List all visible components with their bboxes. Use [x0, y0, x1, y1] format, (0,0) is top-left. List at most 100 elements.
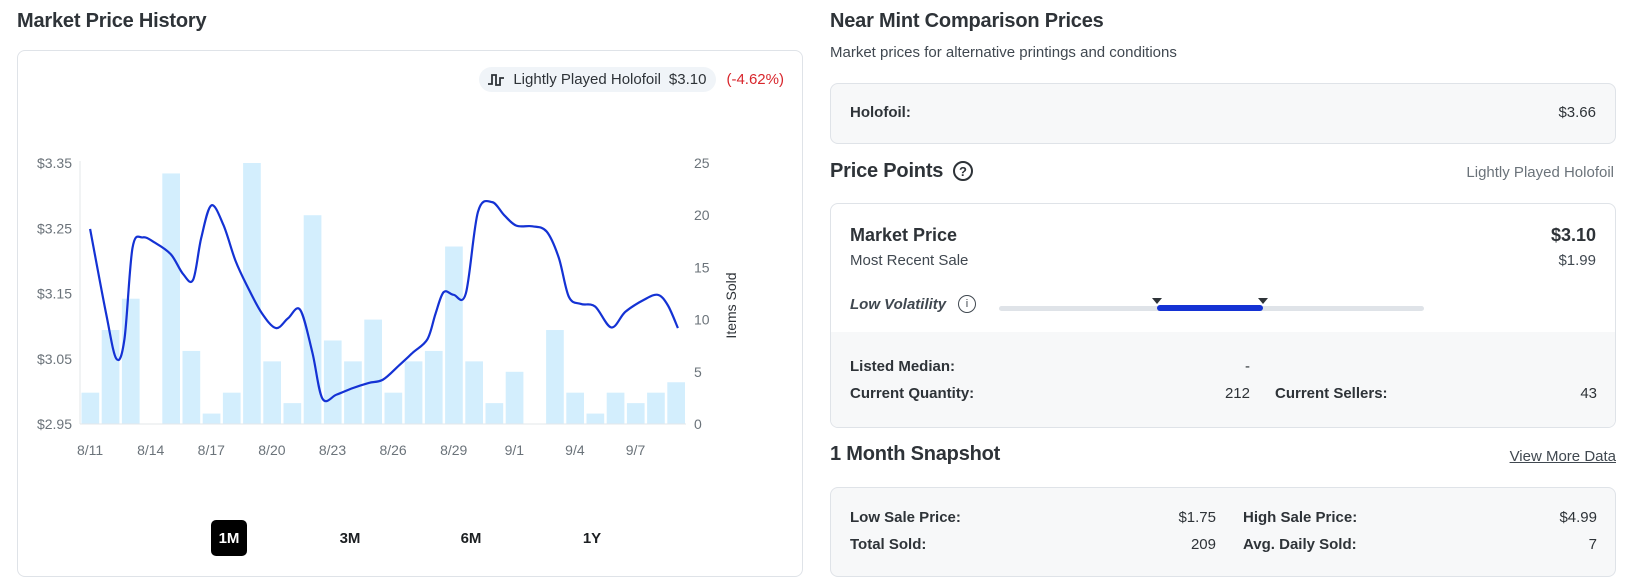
y-right-tick-label: 25	[694, 155, 710, 171]
total-sold-label: Total Sold:	[850, 536, 927, 553]
items-sold-bar	[303, 215, 322, 424]
items-sold-bar	[566, 392, 584, 424]
items-sold-bar	[344, 361, 362, 424]
avg-daily-value: 7	[1588, 536, 1597, 553]
price-history-chart: $3.35 $3.25 $3.15 $3.05 $2.95 25 20 15 10 5 0 Items…	[37, 155, 739, 458]
x-tick-label: 8/23	[319, 442, 346, 458]
items-sold-bar	[505, 371, 524, 424]
y-right-tick-label: 5	[694, 364, 702, 380]
line-series-icon	[488, 73, 505, 86]
view-more-data-link[interactable]: View More Data	[1509, 448, 1616, 465]
volatility-marker-left	[1152, 298, 1162, 304]
items-sold-bar	[445, 246, 463, 424]
items-sold-bar	[364, 319, 382, 424]
items-sold-bar	[162, 173, 180, 424]
snapshot-panel: Low Sale Price: $1.75 Total Sold: 209 Hi…	[830, 487, 1616, 577]
range-button-1y[interactable]: 1Y	[582, 529, 602, 547]
y-left-tick-label: $3.15	[37, 286, 72, 302]
x-tick-label: 8/26	[379, 442, 406, 458]
holofoil-comparison-panel: Holofoil: $3.66	[830, 83, 1616, 144]
market-price-line	[89, 199, 679, 403]
time-range-selector: 1M 3M 6M 1Y	[211, 520, 695, 556]
high-sale-value: $4.99	[1559, 509, 1597, 526]
items-sold-bar	[323, 340, 342, 424]
y-left-tick-label: $3.05	[37, 351, 72, 367]
items-sold-bar	[485, 403, 504, 424]
items-sold-bar	[263, 361, 281, 424]
high-sale-label: High Sale Price:	[1243, 509, 1358, 526]
legend-series-price: $3.10	[668, 71, 707, 88]
y-left-tick-label: $2.95	[37, 416, 72, 432]
items-sold-bar	[283, 403, 302, 424]
price-points-title: Price Points	[830, 160, 944, 182]
help-icon[interactable]: ?	[953, 161, 973, 181]
volatility-marker-right	[1258, 298, 1268, 304]
avg-daily-label: Avg. Daily Sold:	[1243, 536, 1357, 553]
items-sold-bar	[606, 392, 625, 424]
range-button-1m[interactable]: 1M	[211, 520, 247, 556]
comparison-prices-subtitle: Market prices for alternative printings …	[830, 44, 1177, 61]
volatility-label: Low Volatility	[850, 296, 947, 313]
listing-stats: Listed Median: - Current Quantity: 212 C…	[831, 332, 1615, 427]
items-sold-bar	[586, 413, 605, 424]
x-tick-label: 8/11	[77, 442, 103, 458]
x-tick-label: 8/29	[440, 442, 467, 458]
holofoil-value: $3.66	[1558, 104, 1596, 121]
recent-sale-value: $1.99	[1558, 252, 1596, 269]
holofoil-label: Holofoil:	[850, 104, 911, 121]
legend-series-label: Lightly Played Holofoil	[513, 71, 661, 88]
total-sold-value: 209	[1190, 536, 1216, 553]
market-price-value: $3.10	[1550, 225, 1596, 245]
snapshot-title: 1 Month Snapshot	[830, 443, 1001, 465]
items-sold-bar	[626, 403, 645, 424]
x-tick-label: 9/1	[505, 442, 525, 458]
items-sold-bar	[81, 392, 100, 424]
items-sold-bar	[202, 413, 221, 424]
price-points-variant: Lightly Played Holofoil	[1466, 164, 1614, 181]
listed-median-value: -	[1245, 358, 1250, 375]
x-tick-label: 8/14	[137, 442, 164, 458]
market-price-history-title: Market Price History	[17, 10, 207, 32]
comparison-prices-title: Near Mint Comparison Prices	[830, 10, 1104, 32]
x-tick-label: 9/7	[626, 442, 646, 458]
items-sold-bar	[404, 361, 423, 424]
recent-sale-label: Most Recent Sale	[850, 252, 969, 269]
y-right-axis-label: Items Sold	[723, 272, 739, 338]
items-sold-bar	[465, 361, 483, 424]
legend-price-change: (-4.62%)	[726, 71, 784, 88]
info-icon[interactable]: i	[958, 295, 976, 313]
x-tick-label: 9/4	[565, 442, 585, 458]
items-sold-bar	[182, 350, 201, 424]
items-sold-bar	[647, 392, 665, 424]
y-right-tick-label: 0	[694, 416, 702, 432]
current-sellers-label: Current Sellers:	[1275, 385, 1388, 402]
price-chart-card: Lightly Played Holofoil $3.10 (-4.62%) $…	[17, 50, 803, 577]
items-sold-bar	[384, 392, 403, 424]
items-sold-bar	[667, 382, 685, 424]
low-sale-value: $1.75	[1178, 509, 1216, 526]
y-right-tick-label: 20	[694, 207, 710, 223]
items-sold-bar	[424, 350, 443, 424]
volatility-range-fill	[1157, 305, 1263, 311]
items-sold-bar	[546, 330, 564, 424]
price-points-card: Market Price $3.10 Most Recent Sale $1.9…	[830, 203, 1616, 428]
range-button-3m[interactable]: 3M	[339, 529, 361, 547]
volatility-meter	[999, 298, 1424, 311]
items-sold-bar	[101, 330, 120, 424]
current-quantity-label: Current Quantity:	[850, 385, 975, 402]
y-right-tick-label: 15	[694, 259, 710, 275]
range-button-6m[interactable]: 6M	[460, 529, 482, 547]
items-sold-bar	[121, 298, 140, 424]
y-right-tick-label: 10	[694, 312, 710, 328]
listed-median-label: Listed Median:	[850, 358, 956, 375]
items-sold-bar	[222, 392, 241, 424]
current-sellers-value: 43	[1580, 385, 1597, 402]
y-left-tick-label: $3.35	[37, 155, 72, 171]
market-price-label: Market Price	[850, 225, 958, 245]
legend-series-chip[interactable]: Lightly Played Holofoil $3.10	[479, 67, 717, 92]
low-sale-label: Low Sale Price:	[850, 509, 961, 526]
x-tick-label: 8/20	[258, 442, 285, 458]
y-left-tick-label: $3.25	[37, 220, 72, 236]
chart-legend: Lightly Played Holofoil $3.10 (-4.62%)	[479, 67, 784, 92]
x-tick-label: 8/17	[198, 442, 225, 458]
